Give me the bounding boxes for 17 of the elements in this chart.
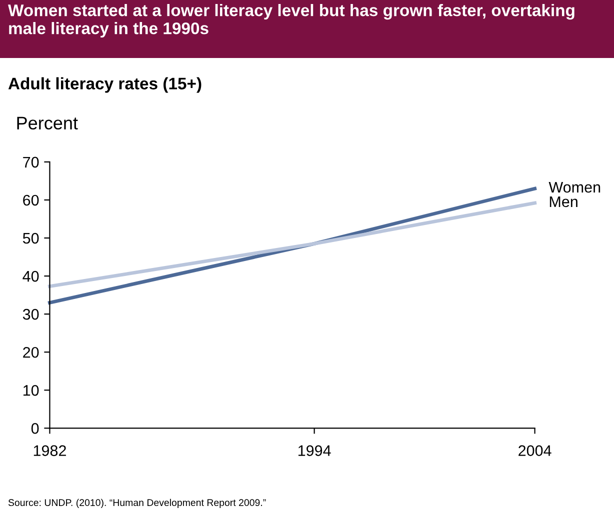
y-tick-label: 0 — [31, 423, 39, 434]
y-tick-label: 20 — [23, 346, 39, 358]
x-tick-label: 2004 — [518, 445, 552, 456]
y-axis-title: Percent — [17, 116, 78, 130]
y-tick-label: 10 — [23, 385, 39, 396]
x-tick-label: 1982 — [34, 445, 66, 456]
x-tick-label: 1994 — [298, 445, 331, 456]
y-tick-label: 60 — [23, 194, 39, 206]
y-tick-label: 40 — [22, 270, 39, 282]
y-tick-label: 30 — [22, 308, 39, 320]
series-label: Men — [550, 196, 578, 208]
series-label: Women — [548, 182, 600, 193]
source-note: Source: UNDP. (2010). “Human Development Report 2009.” — [8, 498, 266, 508]
chart-subtitle: Adult literacy rates (15+) — [8, 77, 202, 93]
y-tick-label: 50 — [22, 232, 39, 244]
y-tick-label: 70 — [23, 156, 39, 168]
chart-title: Women started at a lower literacy level but has grown faster, overtaking male literacy in the 1990s — [8, 4, 574, 38]
